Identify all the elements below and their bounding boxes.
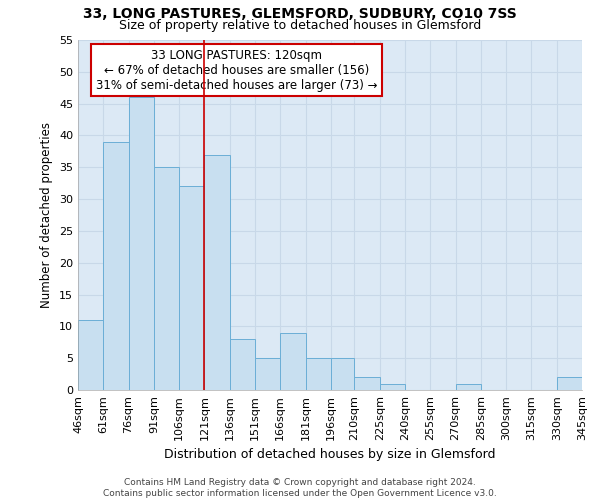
Bar (380, 384, 405, 390)
Bar (331, 358, 355, 390)
Bar (78, 320, 103, 390)
Bar (179, 186, 205, 390)
Bar (128, 98, 154, 390)
X-axis label: Distribution of detached houses by size in Glemsford: Distribution of detached houses by size … (164, 448, 496, 461)
Bar (355, 378, 380, 390)
Bar (103, 142, 128, 390)
Bar (205, 154, 230, 390)
Bar (455, 384, 481, 390)
Text: 33, LONG PASTURES, GLEMSFORD, SUDBURY, CO10 7SS: 33, LONG PASTURES, GLEMSFORD, SUDBURY, C… (83, 8, 517, 22)
Bar (154, 168, 179, 390)
Text: Size of property relative to detached houses in Glemsford: Size of property relative to detached ho… (119, 18, 481, 32)
Text: 33 LONG PASTURES: 120sqm
← 67% of detached houses are smaller (156)
31% of semi-: 33 LONG PASTURES: 120sqm ← 67% of detach… (96, 49, 377, 92)
Bar (557, 378, 582, 390)
Bar (230, 339, 255, 390)
Bar (305, 358, 331, 390)
Text: Contains HM Land Registry data © Crown copyright and database right 2024.
Contai: Contains HM Land Registry data © Crown c… (103, 478, 497, 498)
Bar (280, 332, 305, 390)
Y-axis label: Number of detached properties: Number of detached properties (40, 122, 53, 308)
Bar (255, 358, 280, 390)
